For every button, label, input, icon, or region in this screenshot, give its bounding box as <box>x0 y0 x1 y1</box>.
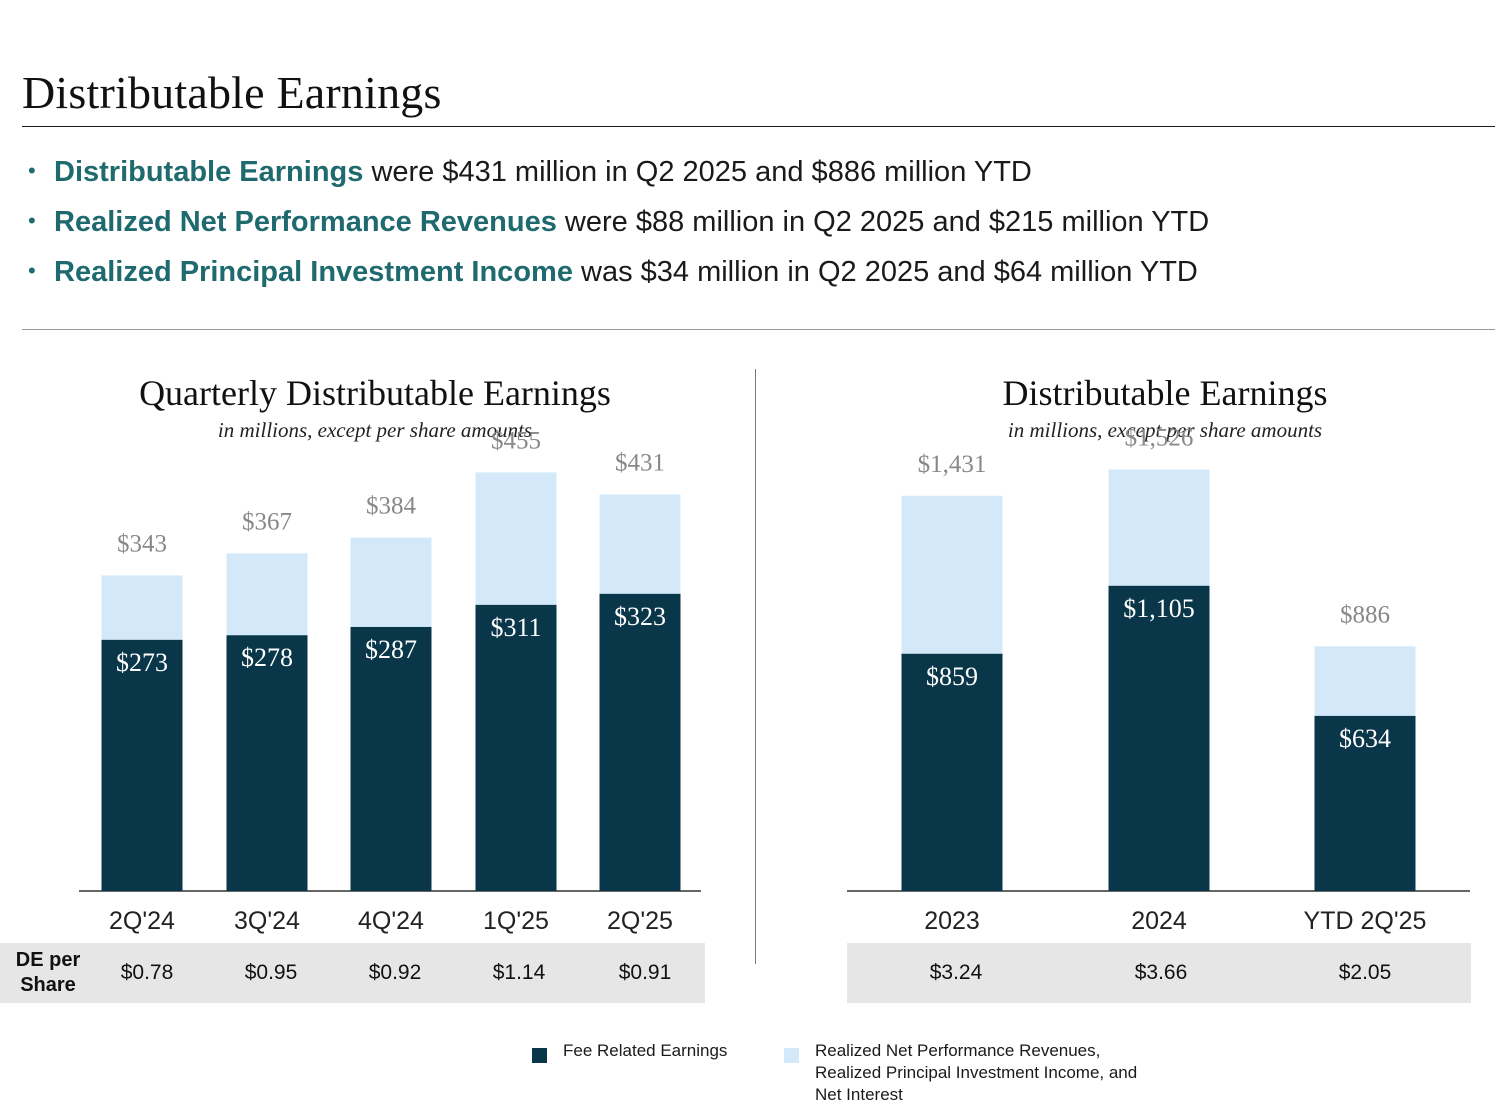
x-tick-label: 1Q'25 <box>483 907 549 935</box>
bullet-text: was $34 million in Q2 2025 and $64 milli… <box>572 256 1198 288</box>
quarterly-chart-subtitle: in millions, except per share amounts <box>217 418 533 442</box>
highlights-list: • Distributable Earnings were $431 millio… <box>28 146 1209 296</box>
section-divider <box>22 329 1495 330</box>
bar-segment-fre <box>901 653 1003 891</box>
x-tick-label: YTD 2Q'25 <box>1304 907 1427 935</box>
annual-bar-chart: $859 $1,431 2023 $1,105 $1,526 2024 $634 $886 YT… <box>847 425 1470 935</box>
de-per-share-value: $1.14 <box>492 961 546 984</box>
de-per-share-value: $3.66 <box>1134 961 1188 984</box>
bullet-text: were $88 million in Q2 2025 and $215 mil… <box>556 206 1210 238</box>
bullet-highlight: Realized Principal Investment Income <box>54 256 573 288</box>
de-per-share-value: $0.95 <box>244 961 298 984</box>
bar-segment-other <box>599 494 681 594</box>
bar-segment-fre <box>599 593 681 891</box>
bar-segment-other <box>901 495 1003 654</box>
bar-total-label: $343 <box>117 530 167 557</box>
bar-value-label: $323 <box>614 602 666 631</box>
de-per-share-value: $0.91 <box>618 961 672 984</box>
quarterly-bar-chart: $273 $343 2Q'24 $278 $367 3Q'24 $287 $384 4Q'24 $… <box>79 427 701 935</box>
bar-segment-other <box>1314 646 1416 716</box>
annual-chart-subtitle: in millions, except per share amounts <box>1007 418 1323 442</box>
bar-segment-fre <box>1108 585 1210 891</box>
bar-segment-other <box>1108 469 1210 586</box>
legend-label: Fee Related Earnings <box>563 1041 728 1060</box>
quarterly-de-per-share-row: DE per Share $0.78 $0.95 $0.92 $1.14 $0.… <box>0 943 705 1003</box>
title-underline <box>22 126 1495 127</box>
bullet-performance-revenues: • Realized Net Performance Revenues were … <box>28 196 1209 246</box>
x-tick-label: 2024 <box>1131 907 1187 935</box>
bar-segment-fre <box>350 626 432 891</box>
bar-total-label: $384 <box>366 493 417 520</box>
x-tick-label: 4Q'24 <box>358 907 424 935</box>
bar-segment-other <box>226 553 308 636</box>
de-per-share-value: $3.24 <box>929 961 983 984</box>
de-per-share-value: $2.05 <box>1338 961 1392 984</box>
chart-divider <box>755 369 756 964</box>
bar-total-label: $886 <box>1340 601 1390 628</box>
x-tick-label: 3Q'24 <box>234 907 300 935</box>
x-tick-label: 2Q'24 <box>109 907 175 935</box>
legend-swatch-dark <box>532 1048 547 1063</box>
bar-total-label: $1,431 <box>918 451 987 478</box>
legend-swatch-light <box>784 1048 799 1063</box>
bar-value-label: $634 <box>1339 724 1391 753</box>
annual-chart-title: Distributable Earnings <box>1002 373 1328 413</box>
bar-segment-other <box>101 575 183 640</box>
bar-total-label: $1,526 <box>1125 425 1194 452</box>
bar-value-label: $278 <box>241 643 293 672</box>
bullet-dot-icon: • <box>28 258 36 283</box>
bar-value-label: $859 <box>926 662 978 691</box>
page-title: Distributable Earnings <box>22 67 442 118</box>
bar-value-label: $287 <box>365 635 417 664</box>
bar-segment-other <box>350 537 432 627</box>
annual-de-per-share-row: $3.24 $3.66 $2.05 <box>847 943 1471 1003</box>
de-per-share-value: $0.92 <box>368 961 422 984</box>
bar-segment-fre <box>475 604 557 891</box>
bar-value-label: $311 <box>490 613 541 642</box>
bar-segment-fre <box>1314 715 1416 891</box>
quarterly-chart-title: Quarterly Distributable Earnings <box>139 373 611 413</box>
bar-segment-fre <box>226 635 308 891</box>
legend-label: Realized Net Performance Revenues, Reali… <box>815 1041 1138 1104</box>
bar-total-label: $367 <box>242 508 292 535</box>
de-per-share-value: $0.78 <box>120 961 174 984</box>
bar-segment-other <box>475 472 557 605</box>
chart-legend: Fee Related Earnings Realized Net Perfor… <box>532 1040 1212 1110</box>
x-tick-label: 2Q'25 <box>607 907 673 935</box>
bullet-highlight: Distributable Earnings <box>54 156 364 188</box>
bullet-dot-icon: • <box>28 208 36 233</box>
bullet-text: were $431 million in Q2 2025 and $886 mi… <box>363 156 1032 188</box>
bar-total-label: $455 <box>491 427 541 454</box>
bullet-distributable-earnings: • Distributable Earnings were $431 millio… <box>28 146 1209 196</box>
bullet-principal-income: • Realized Principal Investment Income wa… <box>28 246 1209 296</box>
bullet-dot-icon: • <box>28 158 36 183</box>
x-tick-label: 2023 <box>924 907 980 935</box>
bar-total-label: $431 <box>615 449 665 476</box>
bar-value-label: $1,105 <box>1123 594 1195 623</box>
bar-segment-fre <box>101 639 183 891</box>
bar-value-label: $273 <box>116 648 168 677</box>
bullet-highlight: Realized Net Performance Revenues <box>54 206 557 238</box>
de-per-share-label: DE per Share <box>15 949 81 996</box>
